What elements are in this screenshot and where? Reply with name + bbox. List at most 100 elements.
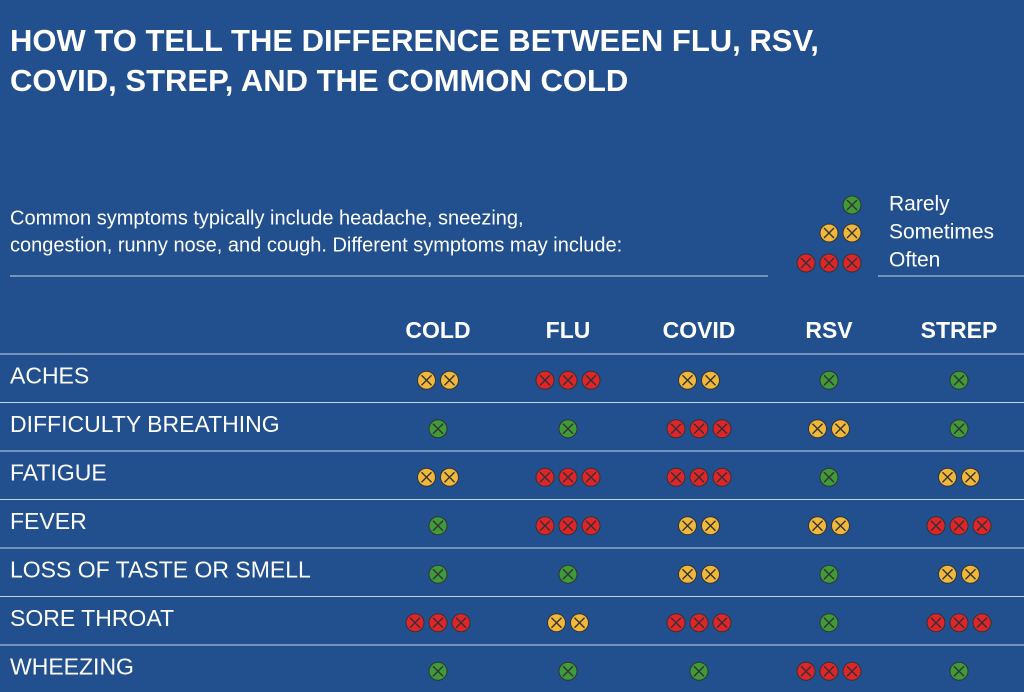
icon-x	[846, 227, 858, 239]
icon-x	[432, 568, 444, 580]
intro: congestion, runny nose, and cough. Diffe…	[10, 234, 622, 256]
icon	[535, 370, 555, 390]
icon	[926, 613, 946, 633]
icon-x	[823, 374, 835, 386]
icon-x	[953, 665, 965, 677]
icon-x	[823, 471, 835, 483]
icon-x	[562, 374, 574, 386]
title: COVID, STREP, AND THE COMMON COLD	[10, 63, 628, 98]
column-header: FLU	[546, 317, 591, 343]
icon-x	[682, 568, 693, 580]
column-header: RSV	[805, 317, 853, 343]
icon	[417, 467, 436, 487]
icon	[547, 613, 566, 633]
icon-x	[585, 471, 597, 483]
icon	[666, 467, 686, 487]
intro: Common symptoms typically include headac…	[10, 207, 524, 229]
icon-x	[846, 665, 858, 677]
icon-x	[432, 665, 444, 677]
legend-label: Sometimes	[889, 221, 994, 244]
icon-x	[930, 520, 942, 532]
icon	[808, 516, 827, 536]
icon	[581, 370, 601, 390]
icon	[428, 564, 448, 584]
icon	[689, 661, 709, 681]
icon	[819, 564, 839, 584]
icon-x	[585, 520, 597, 532]
icon	[972, 516, 992, 536]
icon	[819, 467, 839, 487]
icon-x	[930, 617, 942, 629]
row-label: LOSS OF TASTE OR SMELL	[10, 556, 311, 582]
icon	[666, 613, 686, 633]
icon	[961, 564, 980, 584]
icon	[796, 253, 816, 273]
column-header: COLD	[405, 317, 470, 343]
icon	[831, 419, 850, 439]
column-header: COVID	[663, 317, 736, 343]
icon-x	[942, 471, 953, 483]
icon	[678, 516, 697, 536]
title: HOW TO TELL THE DIFFERENCE BETWEEN FLU, …	[10, 23, 819, 58]
icon	[689, 613, 709, 633]
icon-x	[444, 374, 455, 386]
icon-x	[846, 199, 858, 211]
icon	[701, 370, 720, 390]
row-label: FEVER	[10, 508, 87, 534]
icon-x	[953, 617, 965, 629]
icon-x	[705, 568, 716, 580]
icon-x	[942, 568, 953, 580]
icon	[558, 564, 578, 584]
icon	[712, 419, 732, 439]
icon	[535, 516, 555, 536]
row-label: WHEEZING	[10, 653, 134, 679]
icon-x	[670, 617, 682, 629]
icon	[949, 661, 969, 681]
icon-x	[812, 423, 823, 435]
icon	[558, 419, 578, 439]
icon-x	[800, 257, 812, 269]
icon-x	[823, 665, 835, 677]
icon-x	[693, 423, 705, 435]
row-label: ACHES	[10, 362, 89, 388]
icon	[819, 253, 839, 273]
icon-x	[562, 423, 574, 435]
icon-x	[551, 617, 562, 629]
icon	[558, 370, 578, 390]
icon-x	[693, 471, 705, 483]
icon	[842, 253, 862, 273]
icon-x	[432, 520, 444, 532]
icon	[842, 223, 862, 243]
icon	[558, 516, 578, 536]
icon	[581, 516, 601, 536]
icon	[819, 370, 839, 390]
row-label: SORE THROAT	[10, 605, 174, 631]
icon	[819, 661, 839, 681]
icon	[819, 613, 839, 633]
icon-x	[953, 423, 965, 435]
row-label: FATIGUE	[10, 459, 107, 485]
icon-x	[432, 423, 444, 435]
icon	[451, 613, 471, 633]
icon-x	[693, 617, 705, 629]
icon	[428, 516, 448, 536]
icon-x	[953, 520, 965, 532]
icon-x	[539, 471, 551, 483]
icon-x	[823, 617, 835, 629]
icon-x	[574, 617, 585, 629]
icon-x	[823, 568, 835, 580]
icon	[689, 467, 709, 487]
icon	[712, 467, 732, 487]
icon-x	[716, 617, 728, 629]
icon-x	[455, 617, 467, 629]
icon	[570, 613, 589, 633]
icon	[581, 467, 601, 487]
icon-x	[682, 520, 693, 532]
icon	[819, 223, 839, 243]
icon-x	[846, 257, 858, 269]
icon	[842, 195, 862, 215]
icon-x	[432, 617, 444, 629]
icon	[666, 419, 686, 439]
icon-x	[539, 374, 551, 386]
